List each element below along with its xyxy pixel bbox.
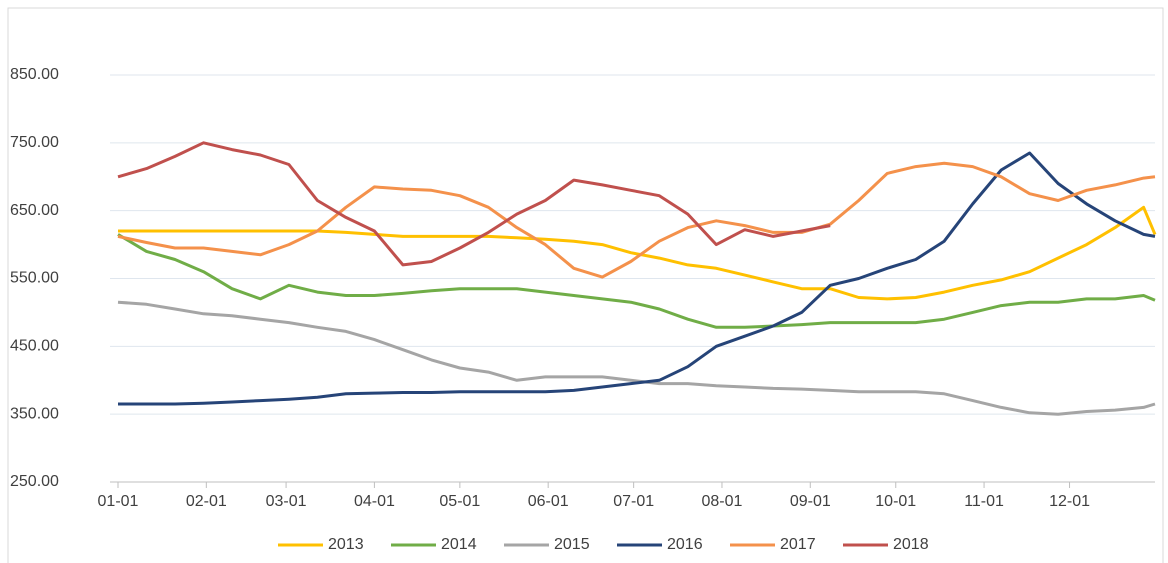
y-tick-label: 250.00 <box>10 473 59 490</box>
x-tick-label: 08-01 <box>702 493 743 510</box>
x-tick-label: 03-01 <box>266 493 307 510</box>
legend-label: 2015 <box>554 536 590 553</box>
legend-label: 2013 <box>328 536 364 553</box>
x-tick-label: 10-01 <box>875 493 916 510</box>
y-tick-label: 650.00 <box>10 202 59 219</box>
series-line <box>117 233 1156 329</box>
legend-label: 2014 <box>441 536 477 553</box>
y-tick-label: 350.00 <box>10 405 59 422</box>
series-line <box>117 141 831 267</box>
y-tick-label: 750.00 <box>10 134 59 151</box>
legend-label: 2017 <box>780 536 816 553</box>
series-line <box>117 161 1156 279</box>
chart-border <box>7 7 1164 563</box>
y-tick-label: 450.00 <box>10 338 59 355</box>
y-tick-label: 850.00 <box>10 66 59 83</box>
x-tick-label: 05-01 <box>439 493 480 510</box>
x-tick-label: 12-01 <box>1049 493 1090 510</box>
legend-label: 2018 <box>893 536 929 553</box>
x-tick-label: 04-01 <box>354 493 395 510</box>
series-line <box>118 205 1157 301</box>
legend-label: 2016 <box>667 536 703 553</box>
x-tick-label: 06-01 <box>528 493 569 510</box>
x-tick-label: 11-01 <box>964 493 1004 510</box>
x-tick-label: 02-01 <box>186 493 227 510</box>
x-tick-label: 09-01 <box>790 493 831 510</box>
x-tick-label: 07-01 <box>613 493 654 510</box>
x-tick-label: 01-01 <box>98 493 139 510</box>
y-tick-label: 550.00 <box>10 270 59 287</box>
series-line <box>117 300 1156 416</box>
